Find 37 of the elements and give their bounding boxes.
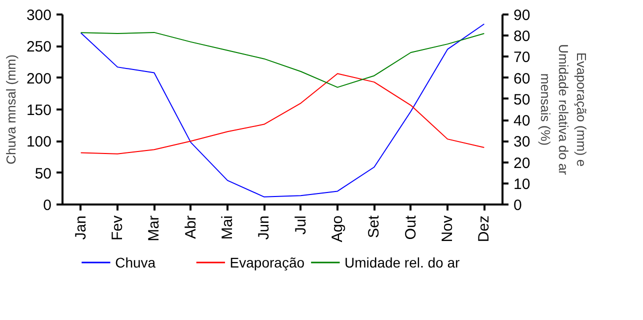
x-tick-label: Ago (329, 215, 346, 242)
line-series (80, 24, 485, 198)
y-tick-label: 200 (26, 70, 52, 88)
y-tick-label: 0 (43, 197, 52, 214)
x-tick-label: Dez (476, 215, 493, 242)
y2-tick-label: 60 (514, 70, 530, 88)
x-tick-label: Mar (146, 215, 163, 242)
y2-tick-label: 80 (514, 28, 530, 46)
x-tick-label: Jan (72, 215, 90, 240)
y2-tick-label: 20 (514, 154, 530, 172)
y2-tick-label: 10 (514, 176, 530, 193)
legend-label: Evaporação (230, 254, 305, 270)
x-tick-label: Set (366, 214, 383, 238)
y2-tick-label: 30 (514, 134, 530, 151)
x-tick-label: Jun (256, 215, 273, 240)
y2-tick-label: 90 (514, 7, 530, 24)
y2-tick-label: 70 (514, 49, 530, 66)
x-tick-label: Out (402, 214, 420, 240)
legend-label: Chuva (115, 254, 156, 270)
y-tick-label: 50 (34, 165, 52, 182)
y2-tick-label: 40 (514, 112, 530, 130)
x-tick-label: Jul (292, 215, 310, 235)
y-axis-title: Chuva mnsal (mm) (3, 54, 18, 164)
y-tick-label: 100 (26, 134, 52, 151)
legend-label: Umidade rel. do ar (344, 254, 460, 270)
y-tick-label: 250 (26, 38, 52, 56)
x-tick-label: Mai (219, 216, 236, 240)
line-series (80, 32, 485, 88)
y2-axis-title: Evaporação (mm) e Umidade relativa do ar mensais (%) (538, 44, 590, 176)
y-tick-label: 150 (26, 102, 52, 119)
x-tick-label: Abr (182, 215, 200, 239)
y-tick-label: 300 (26, 7, 52, 24)
y2-tick-label: 0 (514, 197, 522, 214)
x-tick-label: Nov (439, 215, 456, 242)
line-series (80, 73, 485, 154)
x-tick-label: Fev (109, 215, 126, 241)
y2-tick-label: 50 (514, 91, 530, 108)
